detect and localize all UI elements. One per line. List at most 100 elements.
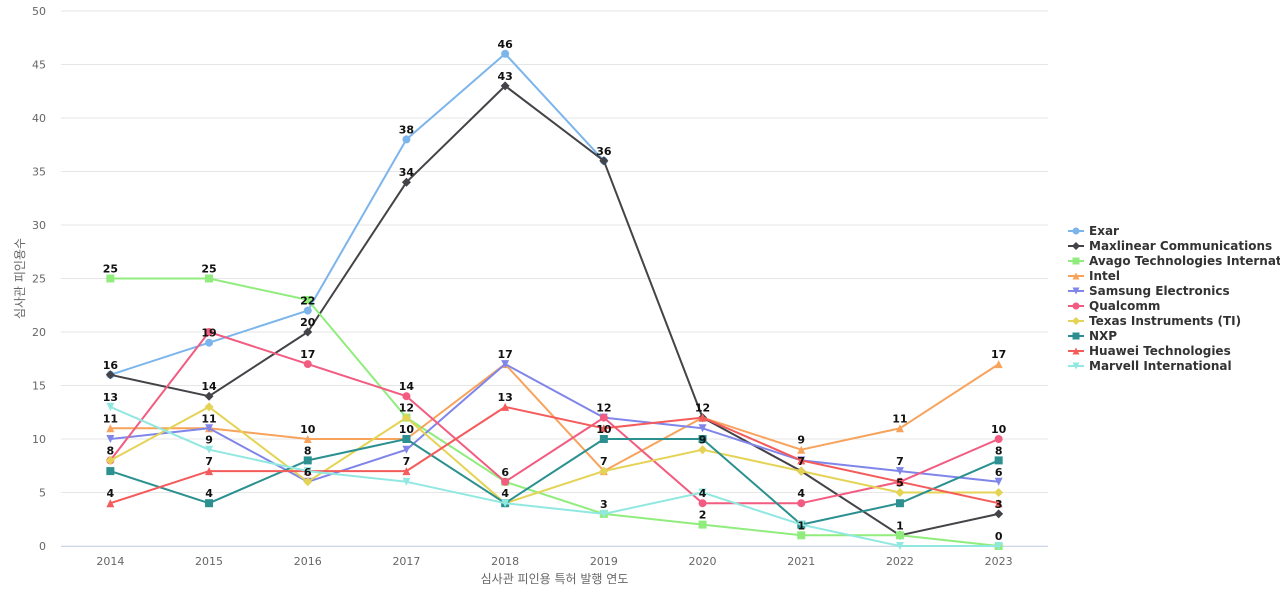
data-label: 4 [501,487,509,500]
legend-marker [1072,332,1080,340]
data-point [599,509,608,518]
data-point [205,328,214,336]
legend-item[interactable]: Marvell International [1068,359,1232,373]
series-line [109,405,999,547]
data-point [106,467,115,476]
legend-item[interactable]: Texas Instruments (TI) [1068,314,1241,328]
legend-item[interactable]: Intel [1068,269,1120,283]
data-point [895,488,905,497]
series-texas-instruments-ti [105,402,1004,508]
y-tick-label: 15 [32,380,46,393]
x-tick-label: 2017 [392,555,420,568]
data-label: 8 [304,444,312,457]
data-label: 6 [501,466,509,479]
data-point [501,49,510,58]
data-label: 6 [304,466,312,479]
data-label: 7 [797,455,805,468]
data-point [895,499,904,508]
data-point [303,456,312,465]
data-point [500,81,510,91]
data-point [895,542,904,550]
legend-marker [1072,287,1080,295]
data-point [205,499,214,508]
data-label: 6 [995,466,1003,479]
series-line [109,331,1000,505]
data-point [994,456,1003,465]
series-huawei-technologies [106,402,1003,508]
data-label: 5 [896,477,904,490]
legend-marker [1072,257,1080,265]
x-axis-title: 심사관 피인용 특허 발행 연도 [481,571,629,586]
data-point [994,488,1004,497]
data-point [796,466,806,476]
data-label: 10 [991,423,1007,436]
series-line [110,52,605,376]
data-label: 11 [892,412,907,425]
data-point [205,424,214,433]
data-label: 34 [399,166,415,179]
data-point [895,477,904,486]
series-line [110,277,999,547]
legend-item[interactable]: Qualcomm [1068,299,1160,313]
data-point [797,531,806,540]
legend-item[interactable]: Exar [1068,224,1119,238]
data-label: 7 [403,455,411,468]
series-exar [106,49,608,379]
legend-label: Maxlinear Communications [1089,239,1272,253]
y-tick-label: 50 [32,5,46,18]
data-point [106,402,115,411]
data-point [599,413,608,422]
data-point [106,435,115,443]
x-tick-label: 2018 [491,555,519,568]
legend-marker [1072,242,1080,250]
data-point [106,274,115,283]
data-point [994,542,1003,550]
legend-item[interactable]: NXP [1068,329,1117,343]
data-point [698,488,707,497]
data-point [895,467,904,476]
legend-label: Marvell International [1089,359,1232,373]
data-label: 14 [399,380,415,393]
data-point [698,520,707,529]
data-label: 4 [797,487,805,500]
data-label: 3 [600,498,608,511]
y-tick-label: 10 [32,433,46,446]
legend-marker [1072,347,1080,355]
data-point [205,445,214,454]
data-label: 7 [205,455,213,468]
data-label: 25 [103,263,118,276]
data-label: 12 [596,402,611,415]
x-tick-label: 2014 [96,555,124,568]
legend-item[interactable]: Samsung Electronics [1068,284,1230,298]
data-point [698,499,707,508]
data-label: 14 [201,380,217,393]
data-point [797,445,806,454]
data-label: 8 [995,444,1003,457]
legend-marker [1072,362,1080,370]
y-tick-label: 25 [32,273,46,286]
data-point [797,520,806,529]
data-point [994,477,1003,486]
data-point [599,424,608,433]
x-tick-label: 2015 [195,555,223,568]
data-point [105,455,115,465]
data-label: 46 [497,38,513,51]
data-label: 13 [103,391,118,404]
data-point [402,445,411,454]
data-label: 4 [205,487,213,500]
legend-item[interactable]: Avago Technologies Internat... [1068,254,1280,268]
series-line [110,363,999,483]
data-label: 17 [991,348,1006,361]
series-line [110,405,999,505]
data-label: 11 [201,412,216,425]
data-label: 17 [497,348,512,361]
legend-item[interactable]: Maxlinear Communications [1068,239,1272,253]
data-label: 25 [201,263,216,276]
legend-item[interactable]: Huawei Technologies [1068,344,1231,358]
data-point [895,531,904,540]
data-point [994,435,1003,443]
data-label: 13 [497,391,512,404]
